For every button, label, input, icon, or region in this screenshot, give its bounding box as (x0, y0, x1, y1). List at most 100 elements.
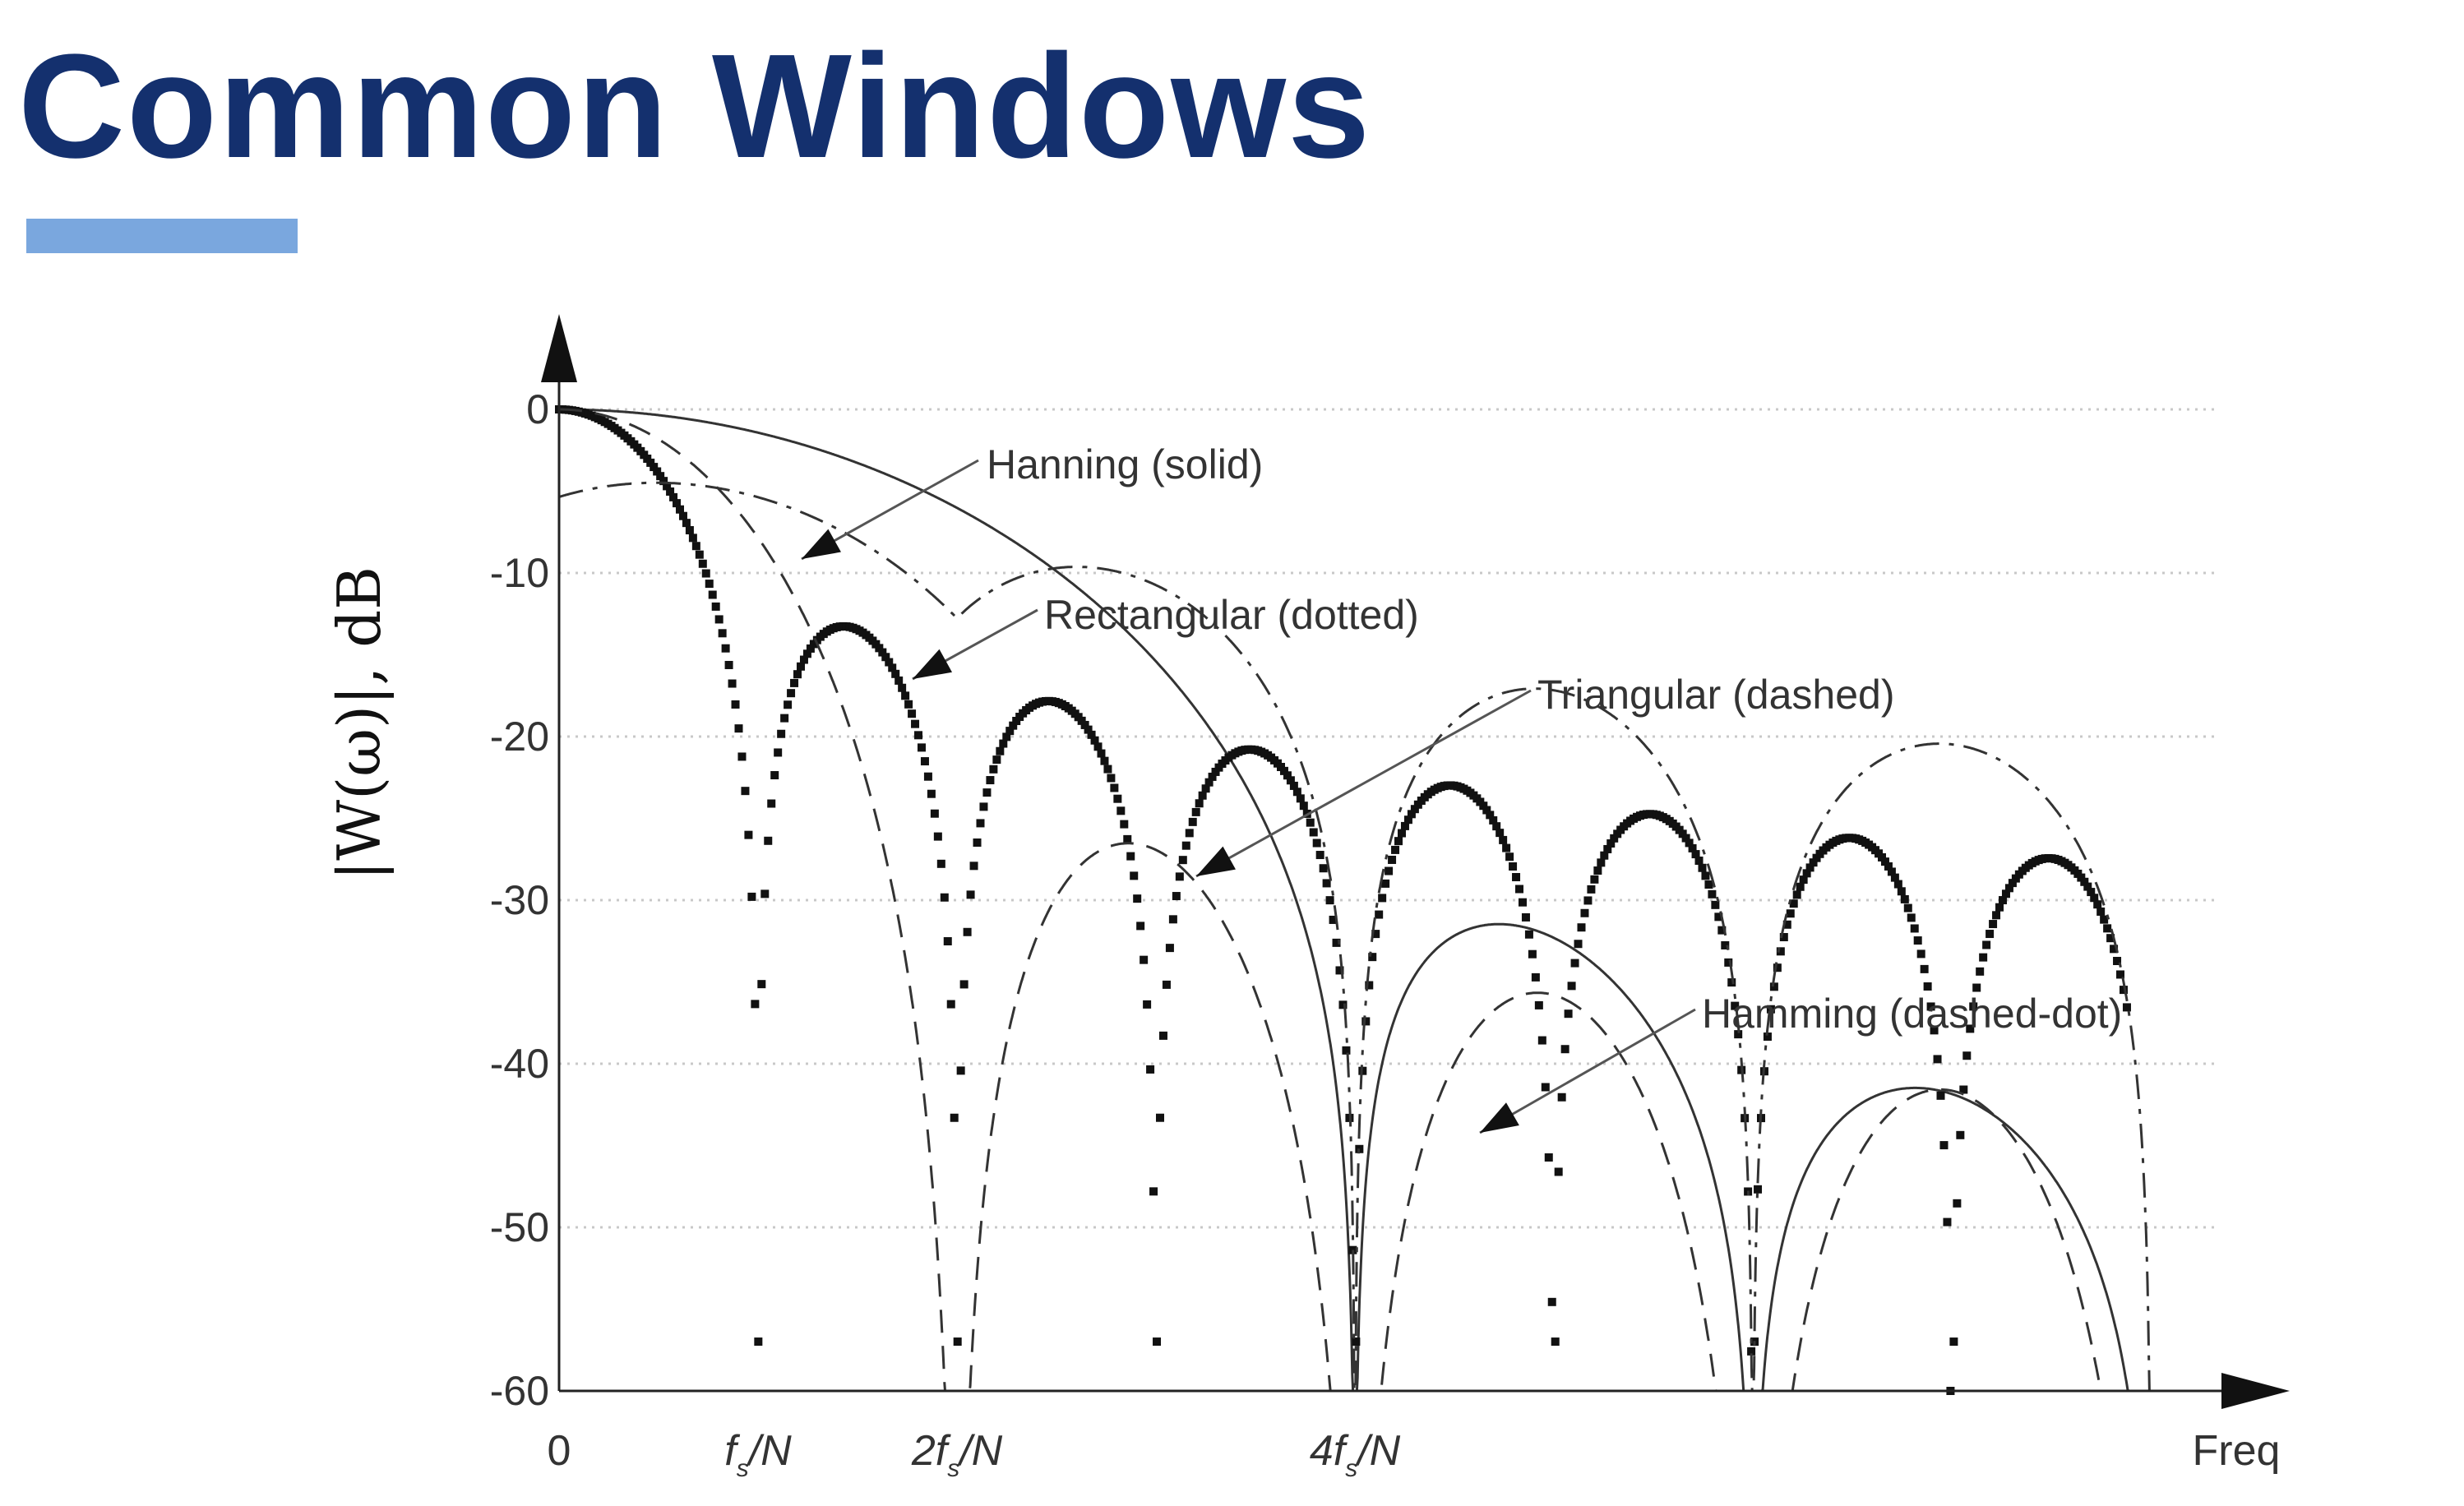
rectangular-point (1966, 1024, 1975, 1033)
rectangular-point (673, 499, 682, 508)
rectangular-point (1136, 922, 1145, 931)
rectangular-point (1479, 802, 1488, 811)
rectangular-point (1299, 802, 1308, 811)
rectangular-point (1338, 1000, 1348, 1009)
rectangular-point (714, 615, 723, 624)
rectangular-point (802, 649, 811, 658)
rectangular-point (1593, 866, 1602, 875)
rectangular-point (705, 580, 714, 589)
rectangular-point (1103, 765, 1112, 774)
rectangular-point (1769, 982, 1778, 991)
rectangular-point (875, 644, 884, 653)
rectangular-point (1727, 978, 1736, 987)
rectangular-point (1332, 938, 1341, 947)
rectangular-point (711, 602, 720, 611)
y-axis-label: |W(ω)|, dB (325, 566, 394, 880)
rectangular-point (1292, 788, 1301, 797)
rectangular-point (1681, 834, 1690, 843)
rectangular-point (1407, 810, 1416, 819)
rectangular-point (1995, 903, 2004, 912)
rectangular-point (1204, 778, 1214, 787)
rectangular-point (1789, 899, 1798, 908)
rectangular-point (790, 678, 799, 687)
y-tick-label: -50 (490, 1204, 549, 1250)
rectangular-point (1897, 887, 1906, 896)
annotation-label: Rectangular (dotted) (1044, 592, 1419, 638)
rectangular-point (1158, 1031, 1167, 1040)
rectangular-point (1100, 756, 1109, 765)
rectangular-point (1802, 869, 1811, 878)
rectangular-point (1515, 885, 1524, 894)
rectangular-point (1093, 742, 1103, 751)
rectangular-point (1704, 880, 1713, 889)
annotation-hamming: Hamming (dashed-dot) (1479, 991, 2122, 1134)
rectangular-point (1893, 880, 1902, 889)
rectangular-point (1107, 774, 1116, 783)
rectangular-point (1986, 930, 1995, 939)
rectangular-point (1711, 900, 1720, 909)
annotation-leader-line (1479, 1008, 1696, 1134)
rectangular-point (698, 559, 707, 568)
y-axis-arrowhead (541, 314, 577, 382)
rectangular-point (682, 519, 691, 528)
rectangular-point (1731, 1001, 1740, 1010)
rectangular-point (1499, 835, 1508, 844)
annotation-label: Triangular (dashed) (1537, 672, 1894, 718)
rectangular-point (1198, 791, 1207, 800)
rectangular-point (976, 819, 985, 828)
rectangular-point (784, 700, 793, 709)
rectangular-point (1691, 850, 1700, 859)
rectangular-point (1992, 911, 2001, 920)
rectangular-point (1123, 834, 1132, 843)
rectangular-point (777, 729, 786, 738)
rectangular-point (1956, 1130, 1965, 1139)
rectangular-point (1156, 1113, 1165, 1122)
rectangular-point (767, 799, 776, 808)
rectangular-point (966, 890, 975, 899)
rectangular-point (1381, 879, 1390, 888)
rectangular-point (1610, 834, 1619, 843)
rectangular-point (1080, 720, 1089, 729)
rectangular-point (1211, 767, 1220, 776)
rectangular-point (1289, 781, 1298, 790)
rectangular-point (2100, 915, 2109, 924)
rectangular-point (1097, 749, 1106, 758)
rectangular-point (1512, 873, 1521, 882)
rectangular-point (1926, 1002, 1935, 1011)
rectangular-point (1560, 1045, 1569, 1054)
rectangular-point (1969, 1002, 1978, 1011)
rectangular-point (728, 679, 737, 688)
rectangular-point (744, 830, 753, 839)
annotation-label: Hanning (solid) (987, 441, 1263, 487)
rectangular-point (2103, 924, 2112, 933)
rectangular-point (1603, 844, 1612, 853)
rectangular-point (1907, 913, 1916, 922)
rectangular-point (927, 789, 936, 798)
rectangular-point (718, 629, 727, 638)
rectangular-point (669, 492, 678, 501)
rectangular-point (1796, 882, 1805, 891)
slide-title: Common Windows (18, 24, 1372, 189)
rectangular-point (1698, 863, 1707, 872)
rectangular-point (1113, 794, 1122, 803)
series-layer (555, 405, 2151, 1395)
rectangular-point (891, 669, 900, 678)
rectangular-point (979, 802, 988, 811)
annotation-label: Hamming (dashed-dot) (1702, 991, 2122, 1037)
rectangular-point (1286, 776, 1295, 785)
rectangular-point (1388, 855, 1397, 864)
rectangular-point (1773, 963, 1782, 972)
rectangular-point (946, 1000, 955, 1009)
rectangular-point (656, 472, 665, 481)
rectangular-point (1551, 1337, 1560, 1347)
rectangular-point (1541, 1083, 1550, 1092)
rectangular-point (780, 714, 789, 723)
rectangular-point (1492, 822, 1501, 831)
rectangular-point (999, 739, 1008, 748)
rectangular-point (901, 691, 910, 700)
rectangular-point (963, 927, 972, 936)
rectangular-point (1005, 727, 1015, 736)
rectangular-point (1283, 771, 1292, 780)
rectangular-point (1133, 894, 1142, 903)
rectangular-point (1913, 936, 1922, 945)
